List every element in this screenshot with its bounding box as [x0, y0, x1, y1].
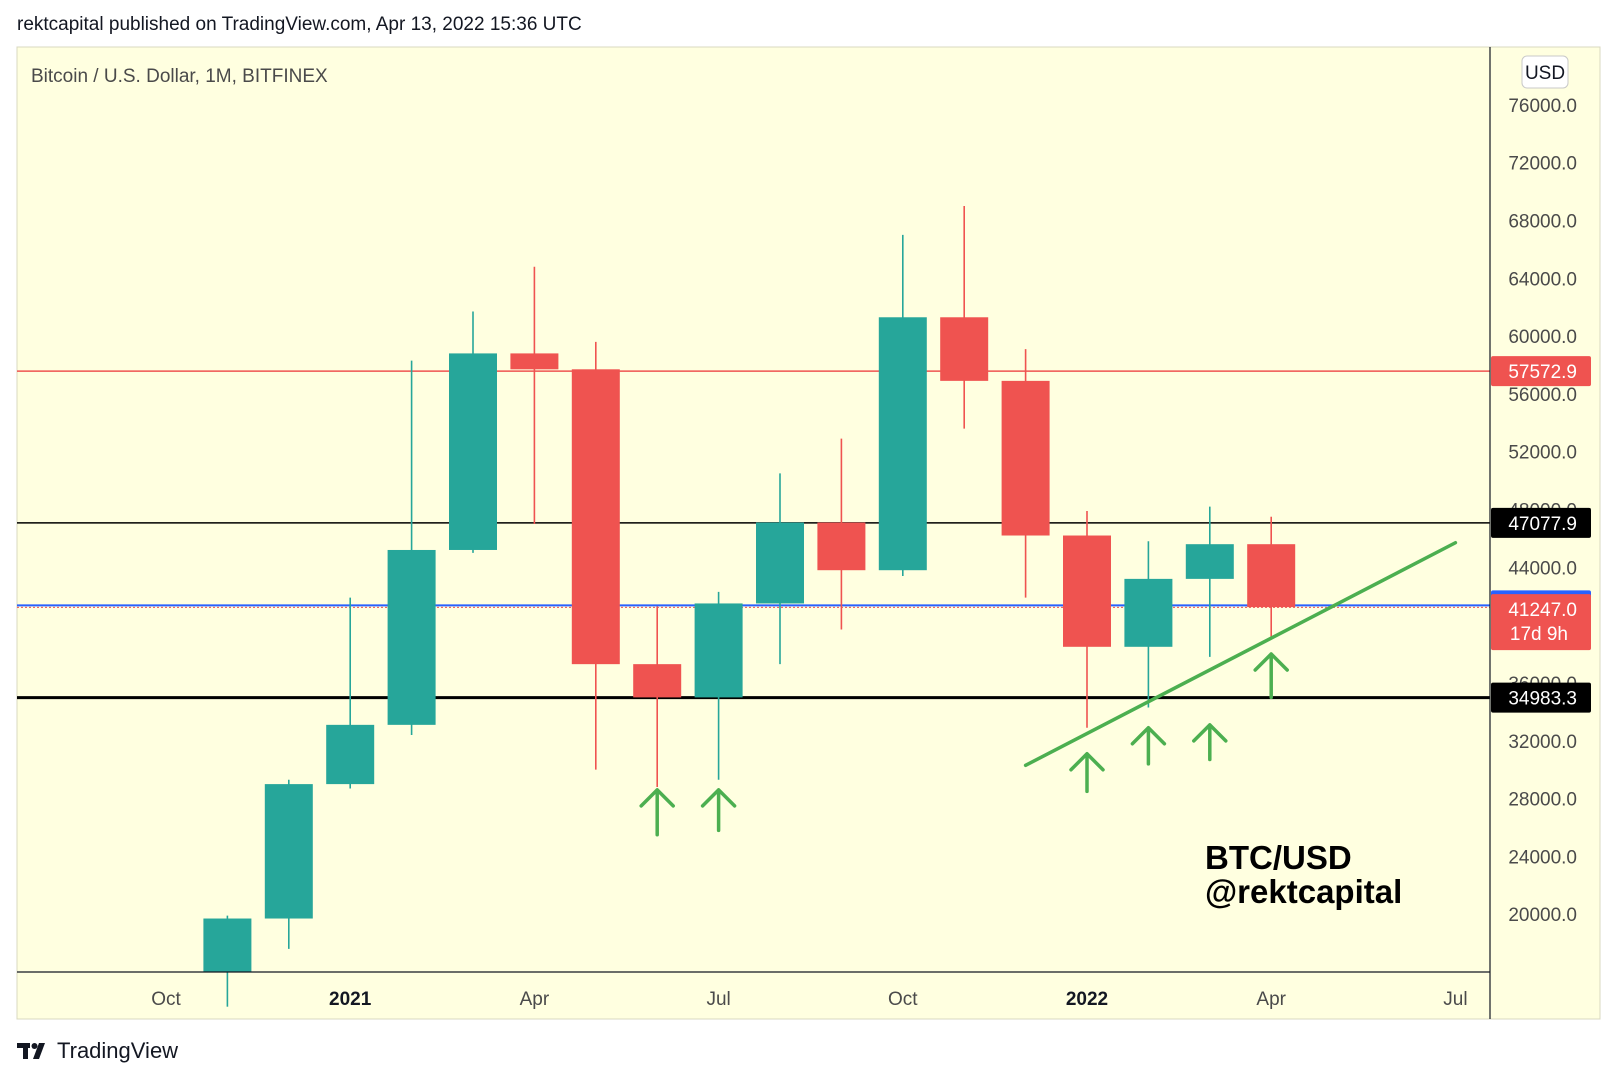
candle-body: [1247, 544, 1296, 608]
last-price-box: [1491, 594, 1591, 651]
y-tick-label: 64000.0: [1508, 269, 1577, 290]
y-tick-label: 32000.0: [1508, 732, 1577, 753]
y-tick-label: 72000.0: [1508, 154, 1577, 175]
x-tick-label: Jul: [1443, 989, 1467, 1010]
candle-body: [1124, 578, 1173, 647]
candle-body: [817, 522, 866, 571]
candle-body: [756, 522, 804, 604]
publish-info: rektcapital published on TradingView.com…: [17, 14, 582, 35]
tradingview-logo-icon: [17, 1043, 45, 1059]
x-tick-label: Apr: [520, 989, 550, 1010]
price-label: 47077.9: [1508, 514, 1577, 535]
candle-body: [878, 317, 927, 571]
candle-body: [571, 369, 620, 665]
up-arrow-icon: [639, 788, 675, 837]
candle-body: [1001, 380, 1050, 536]
watermark-line-1: BTC/USD: [1205, 839, 1352, 876]
x-tick-label: 2021: [329, 989, 372, 1010]
candle-countdown-label: 17d 9h: [1510, 624, 1568, 645]
candle-body: [264, 784, 313, 919]
x-tick-label: Jul: [706, 989, 730, 1010]
y-tick-label: 76000.0: [1508, 96, 1577, 117]
price-label-box: [1491, 682, 1591, 713]
candle-body: [633, 664, 682, 698]
annotations: [639, 540, 1458, 837]
up-arrow-icon: [1253, 652, 1289, 700]
candle-body: [449, 353, 497, 550]
candles: [203, 205, 1296, 1007]
candle-body: [940, 317, 989, 381]
currency-label: USD: [1525, 63, 1565, 84]
candle-body: [1063, 535, 1111, 647]
x-tick-label: Apr: [1256, 989, 1286, 1010]
price-label: 34983.3: [1508, 689, 1577, 710]
up-arrow-icon: [1130, 725, 1167, 766]
y-tick-label: 28000.0: [1508, 790, 1577, 811]
y-tick-label: 56000.0: [1508, 385, 1577, 406]
candle-body: [326, 724, 375, 785]
up-arrow-icon: [1192, 723, 1228, 762]
candle-body: [1185, 544, 1234, 579]
watermark-line-2: @rektcapital: [1205, 873, 1402, 910]
y-tick-label: 68000.0: [1508, 211, 1577, 232]
candle-body: [387, 549, 436, 725]
up-arrow-icon: [700, 788, 737, 833]
trendline: [1023, 540, 1458, 768]
horizontal-levels: [17, 370, 1490, 700]
up-arrow-icon: [1069, 752, 1105, 794]
x-tick-label: Oct: [888, 989, 918, 1010]
currency-button[interactable]: USD: [1521, 55, 1569, 89]
y-tick-label: 44000.0: [1508, 558, 1577, 579]
y-tick-label: 20000.0: [1508, 905, 1577, 926]
y-tick-label: 24000.0: [1508, 847, 1577, 868]
tradingview-logo[interactable]: TradingView: [17, 1038, 178, 1064]
x-tick-label: 2022: [1066, 989, 1108, 1010]
candle-body: [694, 603, 743, 698]
candle-body: [203, 918, 252, 972]
last-price-label: 41247.0: [1508, 600, 1577, 621]
candle-body: [510, 353, 559, 370]
time-axis: Oct 2021 Apr Jul Oct 2022 Apr Jul: [151, 989, 1467, 1010]
price-label: 57572.9: [1508, 362, 1577, 383]
tradingview-brand: TradingView: [57, 1038, 179, 1063]
price-label-box: [1491, 356, 1591, 387]
chart-title: Bitcoin / U.S. Dollar, 1M, BITFINEX: [31, 66, 328, 87]
y-tick-label: 60000.0: [1508, 327, 1577, 348]
price-label-box: [1491, 507, 1591, 538]
y-tick-label: 52000.0: [1508, 443, 1577, 464]
x-tick-label: Oct: [151, 989, 181, 1010]
